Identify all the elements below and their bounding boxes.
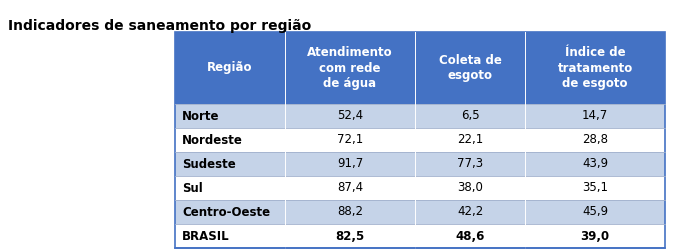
Text: 35,1: 35,1 (582, 182, 608, 194)
Bar (175, 128, 665, 152)
Text: 52,4: 52,4 (337, 110, 363, 122)
Text: 42,2: 42,2 (457, 206, 483, 218)
Text: 77,3: 77,3 (457, 158, 483, 170)
Text: 22,1: 22,1 (457, 134, 483, 146)
Text: 45,9: 45,9 (582, 206, 608, 218)
Text: Nordeste: Nordeste (182, 134, 243, 146)
Text: 6,5: 6,5 (461, 110, 479, 122)
Text: BRASIL: BRASIL (182, 230, 229, 242)
Bar (175, 224, 665, 248)
Text: 87,4: 87,4 (337, 182, 363, 194)
Text: 39,0: 39,0 (581, 230, 609, 242)
Text: 38,0: 38,0 (457, 182, 483, 194)
Text: Coleta de
esgoto: Coleta de esgoto (438, 54, 501, 82)
Bar (175, 200, 665, 224)
Bar (175, 152, 665, 176)
Text: 48,6: 48,6 (456, 230, 485, 242)
Text: 72,1: 72,1 (337, 134, 363, 146)
Text: 91,7: 91,7 (337, 158, 363, 170)
Text: Região: Região (207, 62, 253, 74)
Text: 28,8: 28,8 (582, 134, 608, 146)
Text: 88,2: 88,2 (337, 206, 363, 218)
Text: 82,5: 82,5 (335, 230, 365, 242)
Bar (175, 32, 665, 248)
Text: 43,9: 43,9 (582, 158, 608, 170)
Text: Sudeste: Sudeste (182, 158, 236, 170)
Text: Indicadores de saneamento por região: Indicadores de saneamento por região (8, 19, 311, 33)
Text: Atendimento
com rede
de água: Atendimento com rede de água (307, 46, 393, 90)
Bar (175, 104, 665, 128)
Text: Índice de
tratamento
de esgoto: Índice de tratamento de esgoto (557, 46, 632, 90)
Text: Norte: Norte (182, 110, 219, 122)
Bar (175, 32, 665, 104)
Text: 14,7: 14,7 (582, 110, 608, 122)
Bar (175, 176, 665, 200)
Text: Sul: Sul (182, 182, 203, 194)
Text: Centro-Oeste: Centro-Oeste (182, 206, 270, 218)
